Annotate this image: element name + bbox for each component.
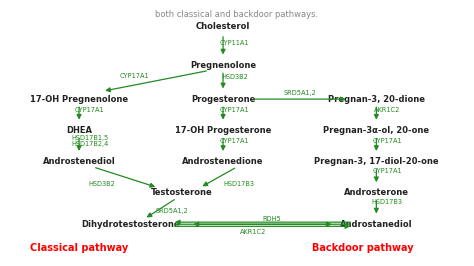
Text: CYP11A1: CYP11A1 <box>220 40 249 46</box>
Text: Androstenediol: Androstenediol <box>43 157 116 166</box>
Text: Testosterone: Testosterone <box>150 188 212 197</box>
Text: DHEA: DHEA <box>66 126 92 135</box>
Text: SRD5A1,2: SRD5A1,2 <box>155 208 188 214</box>
Text: both classical and backdoor pathways.: both classical and backdoor pathways. <box>155 10 319 19</box>
Text: CYP17A1: CYP17A1 <box>220 138 249 144</box>
Text: HSD17B3: HSD17B3 <box>372 199 402 205</box>
Text: CYP17A1: CYP17A1 <box>220 107 249 113</box>
Text: CYP17A1: CYP17A1 <box>372 138 402 144</box>
Text: Androsterone: Androsterone <box>344 188 409 197</box>
Text: Pregnenolone: Pregnenolone <box>190 61 256 70</box>
Text: HSD17B1,5
HSD17B2,4: HSD17B1,5 HSD17B2,4 <box>71 135 109 147</box>
Text: Androstanediol: Androstanediol <box>340 220 413 229</box>
Text: Progesterone: Progesterone <box>191 95 255 104</box>
Text: HSD3B2: HSD3B2 <box>89 181 116 187</box>
Text: CYP17A1: CYP17A1 <box>75 107 105 113</box>
Text: Backdoor pathway: Backdoor pathway <box>311 243 413 253</box>
Text: RDH5: RDH5 <box>263 216 281 222</box>
Text: CYP17A1: CYP17A1 <box>372 168 402 174</box>
Text: Pregnan-3, 17-diol-20-one: Pregnan-3, 17-diol-20-one <box>314 157 438 166</box>
Text: SRD5A1,2: SRD5A1,2 <box>283 90 316 95</box>
Text: Dihydrotestosterone: Dihydrotestosterone <box>81 220 180 229</box>
Text: 17-OH Pregnenolone: 17-OH Pregnenolone <box>30 95 128 104</box>
Text: Classical pathway: Classical pathway <box>30 243 128 253</box>
Text: CYP17A1: CYP17A1 <box>120 73 150 79</box>
Text: HSD3B2: HSD3B2 <box>221 74 248 80</box>
Text: AKR1C2: AKR1C2 <box>374 107 400 113</box>
Text: HSD17B3: HSD17B3 <box>224 181 255 187</box>
Text: AKR1C2: AKR1C2 <box>240 229 266 235</box>
Text: Cholesterol: Cholesterol <box>196 22 250 31</box>
Text: 17-OH Progesterone: 17-OH Progesterone <box>175 126 271 135</box>
Text: Androstenedione: Androstenedione <box>182 157 264 166</box>
Text: Pregnan-3α-ol, 20-one: Pregnan-3α-ol, 20-one <box>323 126 429 135</box>
Text: Pregnan-3, 20-dione: Pregnan-3, 20-dione <box>328 95 425 104</box>
